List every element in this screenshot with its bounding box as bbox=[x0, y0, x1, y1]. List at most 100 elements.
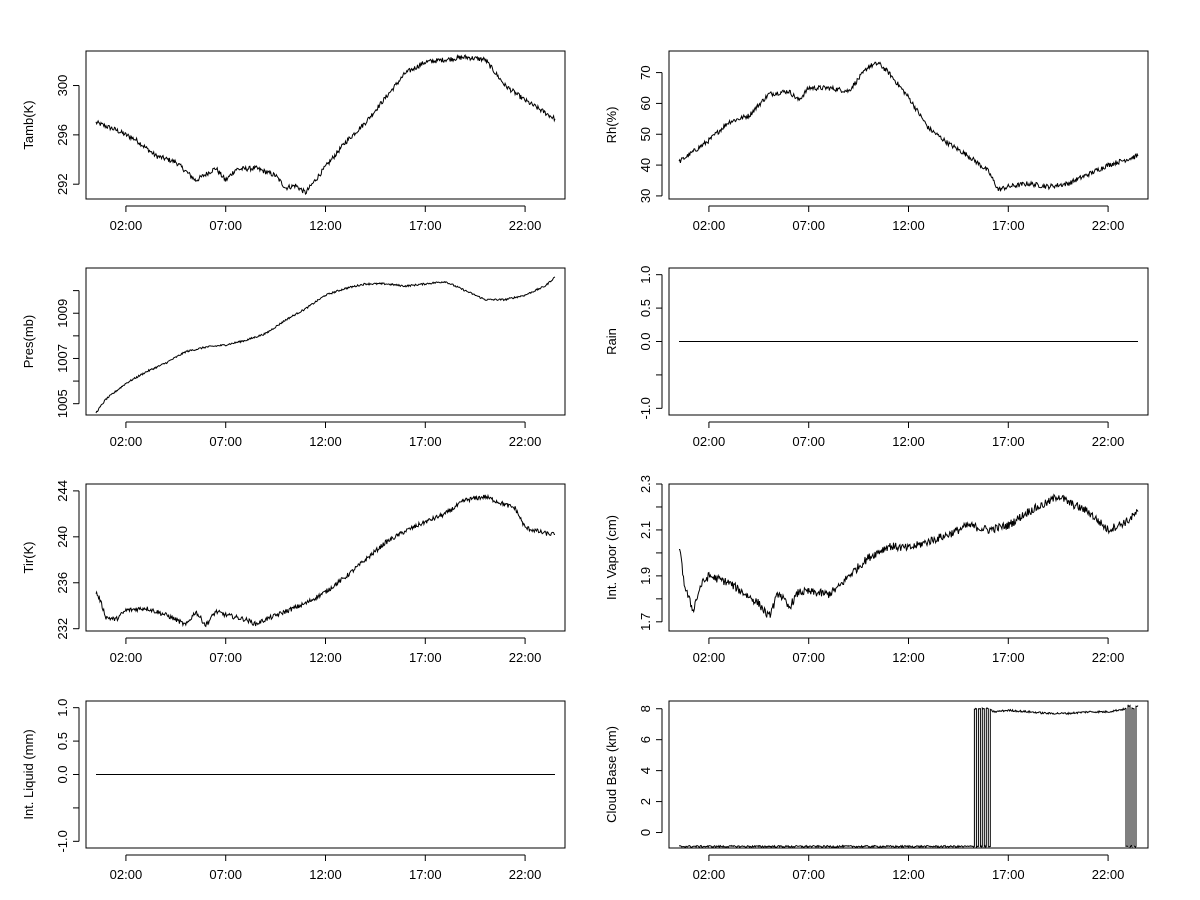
y-tick-label: 0 bbox=[638, 829, 653, 836]
y-tick-label: 1.7 bbox=[638, 613, 653, 631]
x-tick-label: 07:00 bbox=[792, 867, 825, 882]
y-tick-label: 0.0 bbox=[638, 332, 653, 350]
x-tick-label: 12:00 bbox=[892, 434, 925, 449]
series-line-tamb bbox=[95, 54, 556, 196]
x-tick-label: 12:00 bbox=[309, 218, 342, 233]
y-tick-label: 1.9 bbox=[638, 567, 653, 585]
series-line-pres bbox=[95, 276, 556, 414]
series-line-rh bbox=[678, 61, 1139, 192]
y-axis-label: Int. Vapor (cm) bbox=[604, 515, 619, 600]
y-axis-label: Rain bbox=[604, 328, 619, 355]
x-tick-label: 07:00 bbox=[209, 650, 242, 665]
series-line-tir bbox=[95, 493, 556, 628]
y-tick-label: 40 bbox=[638, 158, 653, 172]
x-tick-label: 07:00 bbox=[792, 650, 825, 665]
x-tick-label: 02:00 bbox=[110, 218, 143, 233]
y-tick-label: 1007 bbox=[55, 344, 70, 373]
x-tick-label: 02:00 bbox=[693, 867, 726, 882]
y-tick-label: 60 bbox=[638, 96, 653, 110]
panel-rh: 02:00 07:00 12:00 17:00 22:00 30 40 50 60 70 Rh(%) bbox=[604, 50, 1149, 233]
x-tick-label: 17:00 bbox=[992, 218, 1025, 233]
y-tick-label: 8 bbox=[638, 705, 653, 712]
y-tick-label: 236 bbox=[55, 572, 70, 594]
x-tick-label: 02:00 bbox=[110, 867, 143, 882]
plot-frame bbox=[85, 267, 566, 416]
x-tick-label: 17:00 bbox=[409, 434, 442, 449]
panel-cloud-base: 02:00 07:00 12:00 17:00 22:00 0 2 4 6 8 Cloud Base… bbox=[604, 700, 1149, 882]
y-tick-label: 300 bbox=[55, 75, 70, 97]
x-tick-label: 22:00 bbox=[509, 434, 542, 449]
x-tick-label: 12:00 bbox=[309, 650, 342, 665]
plot-frame bbox=[85, 483, 566, 632]
plot-frame bbox=[668, 483, 1149, 632]
x-tick-label: 02:00 bbox=[110, 650, 143, 665]
x-tick-label: 07:00 bbox=[209, 218, 242, 233]
panel-int-liquid: 02:00 07:00 12:00 17:00 22:00 -1.0 0.0 0.5 1.0 In… bbox=[21, 699, 566, 882]
y-tick-label: 1.0 bbox=[55, 699, 70, 717]
y-axis-label: Tir(K) bbox=[21, 541, 36, 573]
x-tick-label: 22:00 bbox=[1092, 867, 1125, 882]
y-axis-label: Rh(%) bbox=[604, 107, 619, 144]
y-tick-label: 292 bbox=[55, 173, 70, 195]
y-tick-label: 1009 bbox=[55, 299, 70, 328]
y-tick-label: 70 bbox=[638, 65, 653, 79]
x-tick-label: 17:00 bbox=[409, 867, 442, 882]
y-tick-label: -1.0 bbox=[55, 830, 70, 852]
x-tick-label: 12:00 bbox=[892, 218, 925, 233]
x-tick-label: 22:00 bbox=[1092, 434, 1125, 449]
y-tick-label: 244 bbox=[55, 480, 70, 502]
panel-int-vapor: 02:00 07:00 12:00 17:00 22:00 1.7 1.9 2.1 2.3 Int… bbox=[604, 475, 1149, 665]
panel-pres: 02:00 07:00 12:00 17:00 22:00 1005 1007 1009 Pre… bbox=[21, 267, 566, 449]
x-tick-label: 07:00 bbox=[209, 434, 242, 449]
y-axis-label: Pres(mb) bbox=[21, 315, 36, 368]
panel-rain: 02:00 07:00 12:00 17:00 22:00 -1.0 0.0 0.5 1.0 Ra… bbox=[604, 266, 1149, 449]
x-tick-label: 17:00 bbox=[409, 650, 442, 665]
y-tick-label: 0.5 bbox=[55, 732, 70, 750]
y-axis-label: Tamb(K) bbox=[21, 100, 36, 149]
y-tick-label: 1005 bbox=[55, 389, 70, 418]
x-tick-label: 17:00 bbox=[992, 867, 1025, 882]
x-tick-label: 17:00 bbox=[409, 218, 442, 233]
x-tick-label: 02:00 bbox=[693, 218, 726, 233]
y-tick-label: 6 bbox=[638, 736, 653, 743]
x-tick-label: 22:00 bbox=[509, 218, 542, 233]
x-tick-label: 22:00 bbox=[1092, 650, 1125, 665]
x-tick-label: 22:00 bbox=[509, 867, 542, 882]
y-tick-label: -1.0 bbox=[638, 397, 653, 419]
x-tick-label: 12:00 bbox=[309, 434, 342, 449]
x-tick-label: 07:00 bbox=[209, 867, 242, 882]
y-tick-label: 0.0 bbox=[55, 765, 70, 783]
panel-tir: 02:00 07:00 12:00 17:00 22:00 232 236 240 244 Tir… bbox=[21, 480, 566, 665]
y-tick-label: 296 bbox=[55, 124, 70, 146]
x-tick-label: 12:00 bbox=[892, 867, 925, 882]
y-tick-label: 232 bbox=[55, 618, 70, 640]
y-axis-label: Cloud Base (km) bbox=[604, 726, 619, 823]
x-tick-label: 02:00 bbox=[693, 650, 726, 665]
y-tick-label: 4 bbox=[638, 767, 653, 774]
x-tick-label: 17:00 bbox=[992, 650, 1025, 665]
panel-tamb: 02:00 07:00 12:00 17:00 22:00 292 296 300 Tamb(K… bbox=[21, 50, 566, 233]
plot-frame bbox=[668, 267, 1149, 416]
y-tick-label: 2 bbox=[638, 798, 653, 805]
x-tick-label: 12:00 bbox=[309, 867, 342, 882]
y-tick-label: 50 bbox=[638, 127, 653, 141]
x-tick-label: 02:00 bbox=[110, 434, 143, 449]
y-axis-label: Int. Liquid (mm) bbox=[21, 729, 36, 819]
plot-frame bbox=[668, 50, 1149, 200]
plot-frame bbox=[85, 700, 566, 849]
y-tick-label: 240 bbox=[55, 526, 70, 548]
y-tick-label: 2.3 bbox=[638, 475, 653, 493]
y-tick-label: 2.1 bbox=[638, 521, 653, 539]
x-tick-label: 02:00 bbox=[693, 434, 726, 449]
y-tick-label: 0.5 bbox=[638, 299, 653, 317]
x-tick-label: 12:00 bbox=[892, 650, 925, 665]
y-tick-label: 1.0 bbox=[638, 266, 653, 284]
x-tick-label: 07:00 bbox=[792, 218, 825, 233]
series-line-int-vapor bbox=[679, 493, 1139, 618]
plot-frame bbox=[85, 50, 566, 200]
x-tick-label: 22:00 bbox=[1092, 218, 1125, 233]
series-line-cloud-base bbox=[678, 704, 1139, 849]
x-tick-label: 07:00 bbox=[792, 434, 825, 449]
x-tick-label: 22:00 bbox=[509, 650, 542, 665]
